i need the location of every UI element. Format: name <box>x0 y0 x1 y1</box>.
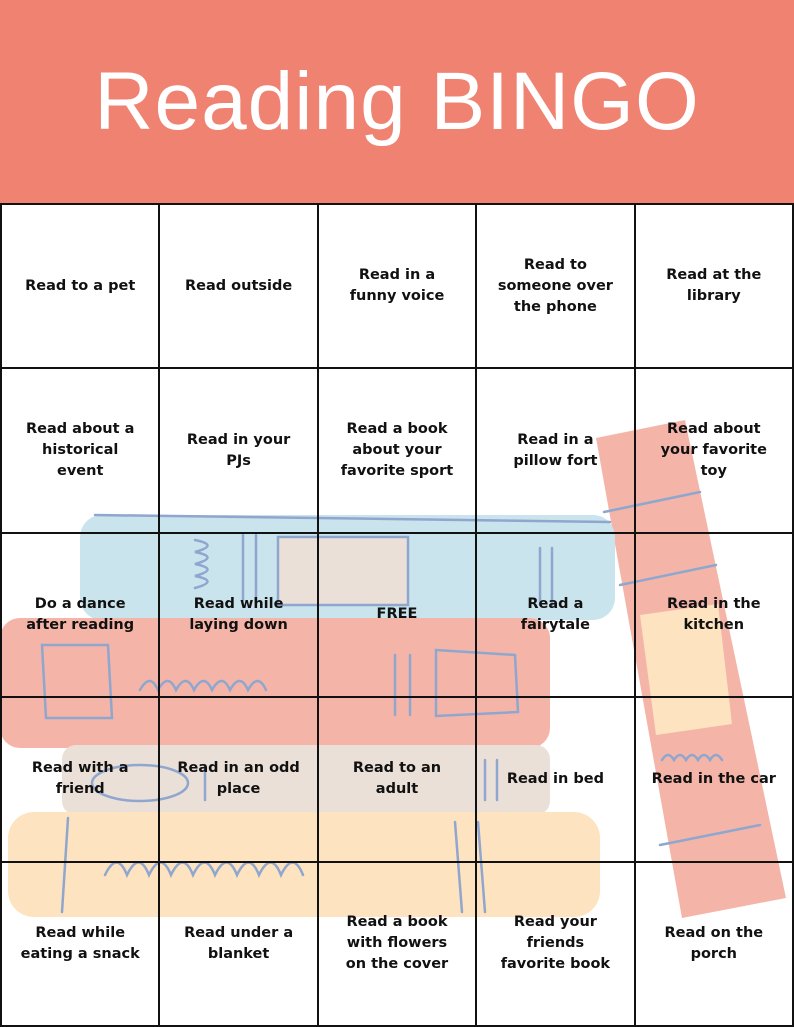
bingo-grid: Read to a pet Read outside Read in a funny… <box>0 203 794 1027</box>
bingo-cell: Read in the kitchen <box>635 533 794 699</box>
bingo-cell: Read in an odd place <box>160 698 319 863</box>
bingo-cell: Read in your PJs <box>160 369 319 534</box>
bingo-cell: Read in the car <box>635 698 794 863</box>
bingo-cell: Read your friends favorite book <box>477 862 636 1027</box>
bingo-cell: Read under a blanket <box>160 862 319 1027</box>
bingo-cell: Read outside <box>160 205 319 370</box>
header: Reading BINGO <box>0 0 794 203</box>
bingo-cell: Read a book with flowers on the cover <box>318 862 478 1027</box>
bingo-cell: Read while eating a snack <box>2 862 161 1027</box>
books-illustration <box>0 420 786 918</box>
bingo-cell: Read about your favorite toy <box>635 369 794 534</box>
bingo-cell: Read in a funny voice <box>318 205 478 370</box>
bingo-cell: Read in a pillow fort <box>477 369 636 534</box>
bingo-cell: Read to someone over the phone <box>477 205 636 370</box>
bingo-cell: Read on the porch <box>635 862 794 1027</box>
bingo-cell: Read while laying down <box>160 533 319 699</box>
title: Reading BINGO <box>94 55 700 147</box>
bingo-cell: Read at the library <box>635 205 794 370</box>
bingo-cell: Do a dance after reading <box>2 533 161 699</box>
bingo-cell: Read with a friend <box>2 698 161 863</box>
bingo-cell: Read in bed <box>477 698 636 863</box>
bingo-cell: Read a fairytale <box>477 533 636 699</box>
bingo-cell: Read about a historical event <box>2 369 161 534</box>
bingo-cell: Read to a pet <box>2 205 161 370</box>
bingo-cell: FREE <box>318 533 478 699</box>
bingo-cell: Read to an adult <box>318 698 478 863</box>
bingo-cell: Read a book about your favorite sport <box>318 369 478 534</box>
